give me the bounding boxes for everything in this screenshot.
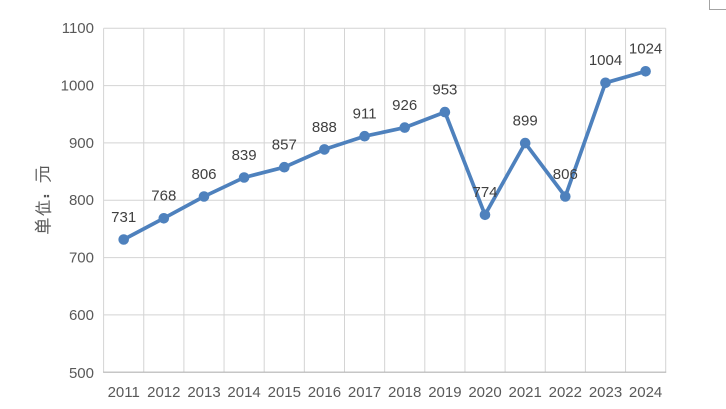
svg-text:731: 731 — [111, 209, 136, 226]
svg-text:806: 806 — [191, 166, 216, 183]
svg-text:800: 800 — [69, 192, 94, 209]
svg-text:768: 768 — [151, 188, 176, 205]
svg-text:2022: 2022 — [549, 384, 582, 401]
svg-text:600: 600 — [69, 307, 94, 324]
svg-text:1004: 1004 — [589, 52, 622, 69]
svg-text:2016: 2016 — [308, 384, 341, 401]
svg-text:700: 700 — [69, 250, 94, 267]
svg-text:2017: 2017 — [348, 384, 381, 401]
svg-text:2020: 2020 — [468, 384, 501, 401]
svg-text:774: 774 — [472, 184, 497, 201]
svg-text:900: 900 — [69, 135, 94, 152]
svg-text:500: 500 — [69, 365, 94, 382]
svg-text:1100: 1100 — [62, 20, 94, 37]
svg-text:2024: 2024 — [629, 384, 662, 401]
svg-text:2011: 2011 — [108, 384, 140, 401]
svg-text:1024: 1024 — [629, 41, 662, 58]
svg-text:953: 953 — [432, 82, 457, 99]
svg-text:857: 857 — [272, 137, 297, 154]
svg-text:2013: 2013 — [187, 384, 220, 401]
svg-text:2019: 2019 — [428, 384, 461, 401]
svg-text:926: 926 — [392, 97, 417, 114]
svg-text:2018: 2018 — [388, 384, 421, 401]
svg-text:1000: 1000 — [61, 78, 94, 95]
svg-text:2014: 2014 — [227, 384, 260, 401]
svg-text:2023: 2023 — [589, 384, 622, 401]
svg-text:839: 839 — [232, 147, 257, 164]
svg-text:806: 806 — [553, 166, 578, 183]
svg-text:899: 899 — [513, 113, 538, 130]
svg-text:888: 888 — [312, 119, 337, 136]
svg-text:911: 911 — [353, 106, 377, 123]
svg-text:2015: 2015 — [268, 384, 301, 401]
svg-text:2021: 2021 — [509, 384, 542, 401]
svg-text:2012: 2012 — [147, 384, 180, 401]
